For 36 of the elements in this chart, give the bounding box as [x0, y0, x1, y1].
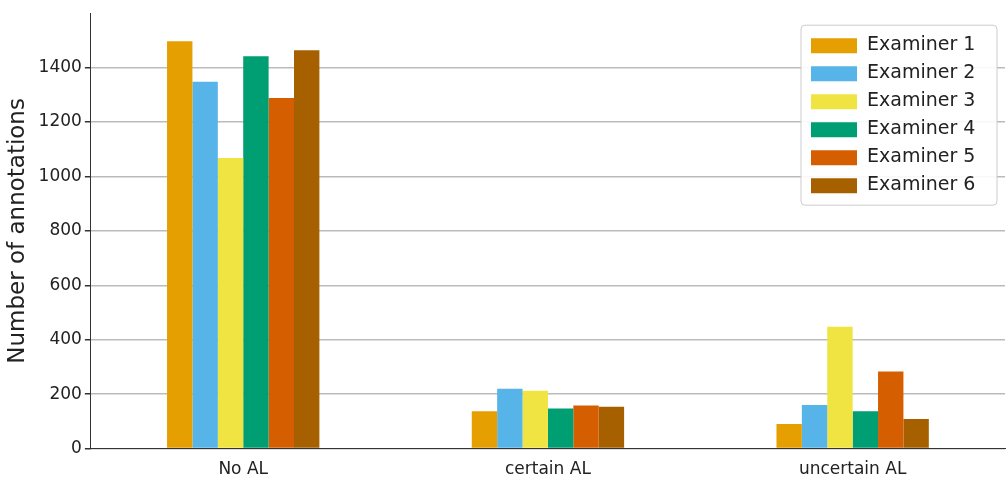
x-tick-label: certain AL — [504, 458, 592, 479]
bar — [217, 157, 244, 448]
legend-label: Examiner 4 — [867, 116, 976, 139]
y-tick-label: 600 — [49, 273, 82, 294]
bar — [497, 388, 523, 448]
x-tick-label: No AL — [218, 458, 269, 479]
bar — [547, 408, 574, 448]
y-tick-label: 400 — [49, 328, 82, 349]
bar — [776, 424, 802, 448]
bar — [878, 371, 904, 448]
y-tick-label: 200 — [49, 382, 82, 403]
y-tick-label: 1400 — [38, 56, 82, 77]
legend-label: Examiner 2 — [867, 60, 976, 83]
bar — [268, 98, 295, 448]
y-tick-label: 1200 — [38, 110, 82, 131]
bar — [522, 390, 548, 448]
bar — [801, 405, 828, 448]
bar — [167, 41, 193, 448]
legend-label: Examiner 5 — [867, 144, 976, 167]
bar — [192, 81, 218, 448]
y-tick-label: 800 — [49, 219, 82, 240]
bar — [243, 56, 269, 448]
bar — [903, 418, 929, 448]
legend-label: Examiner 1 — [867, 32, 976, 55]
y-axis-title: Number of annotations — [2, 98, 29, 364]
bar — [573, 405, 599, 448]
x-tick-label: uncertain AL — [798, 458, 907, 479]
y-tick-label: 1000 — [38, 164, 82, 185]
bar — [852, 411, 879, 448]
y-tick-label: 0 — [71, 437, 82, 458]
bar — [598, 406, 625, 448]
bar — [471, 411, 498, 448]
bar — [827, 326, 853, 448]
legend-label: Examiner 6 — [867, 172, 976, 195]
bar — [294, 50, 320, 448]
legend-label: Examiner 3 — [867, 88, 976, 111]
